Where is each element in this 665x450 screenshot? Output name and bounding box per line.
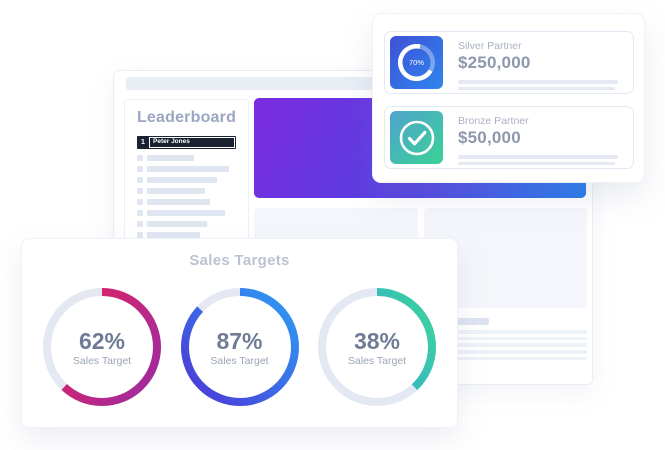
rank-placeholder <box>137 166 143 172</box>
donut-percent-value: 87% <box>216 327 263 354</box>
progress-percent: 70% <box>408 58 424 67</box>
sales-targets-card: Sales Targets 62% Sales Target 87% Sales T… <box>21 238 458 428</box>
leaderboard-row-placeholder <box>137 155 236 161</box>
rank-placeholder <box>137 155 143 161</box>
bronze-check-tile <box>390 111 443 164</box>
partner-text-block: Bronze Partner $50,000 <box>458 115 621 165</box>
text-line-placeholder <box>424 330 587 334</box>
partner-item-silver[interactable]: 70% Silver Partner $250,000 <box>384 31 634 94</box>
donut-ring-svg <box>318 288 436 406</box>
name-placeholder <box>147 177 217 183</box>
progress-donut-icon: 70% <box>398 44 435 81</box>
sales-target-donut-2: 87% Sales Target <box>180 288 299 406</box>
leaderboard-row-placeholder <box>137 177 236 183</box>
leaderboard-row-placeholder <box>137 188 236 194</box>
name-placeholder <box>147 199 210 205</box>
sales-target-donut-3: 38% Sales Target <box>318 288 436 406</box>
donut-ring-svg <box>180 288 299 406</box>
rank-placeholder <box>137 210 143 216</box>
donut-label: Sales Target <box>347 354 407 367</box>
text-line-placeholder <box>424 343 587 347</box>
line-placeholder <box>458 86 615 90</box>
leaderboard-row-placeholder <box>137 232 236 238</box>
leaderboard-row-placeholder <box>137 221 236 227</box>
rank-placeholder <box>137 188 143 194</box>
line-placeholder <box>458 155 618 159</box>
donut-center-text: 62% Sales Target <box>43 288 161 406</box>
name-placeholder <box>147 155 194 161</box>
leaderboard-name: Peter Jones <box>149 137 235 148</box>
name-placeholder <box>147 210 225 216</box>
partner-item-bronze[interactable]: Bronze Partner $50,000 <box>384 106 634 169</box>
donut-label: Sales Target <box>210 354 269 367</box>
donut-percent-value: 62% <box>78 327 126 354</box>
donut-center-text: 87% Sales Target <box>181 288 299 406</box>
name-placeholder <box>147 166 229 172</box>
leaderboard-title: Leaderboard <box>136 109 237 126</box>
partner-amount: $250,000 <box>458 53 531 72</box>
line-placeholder <box>458 161 615 165</box>
text-line-placeholder <box>424 336 587 341</box>
text-lines-placeholder <box>424 330 587 363</box>
name-placeholder <box>147 221 207 227</box>
donut-label: Sales Target <box>72 354 132 367</box>
text-line-placeholder <box>424 356 587 361</box>
donut-center-text: 38% Sales Target <box>318 288 436 406</box>
sales-target-donut-1: 62% Sales Target <box>43 288 161 406</box>
sales-targets-title: Sales Targets <box>189 252 290 269</box>
partner-text-block: Silver Partner $250,000 <box>458 40 621 90</box>
check-circle-icon <box>399 120 434 155</box>
silver-progress-tile: 70% <box>390 36 443 89</box>
partner-amount: $50,000 <box>458 128 521 147</box>
mini-donut-svg <box>398 44 435 81</box>
donut-percent-value: 38% <box>353 327 401 354</box>
name-placeholder <box>147 232 200 238</box>
rank-placeholder <box>137 199 143 205</box>
partner-tiers-card: 70% Silver Partner $250,000 Bronze Partn… <box>372 13 645 183</box>
text-line-placeholder <box>424 350 587 354</box>
rank-placeholder <box>137 232 143 238</box>
partner-label: Silver Partner <box>458 40 522 52</box>
leaderboard-row-placeholder <box>137 166 236 172</box>
rank-placeholder <box>137 221 143 227</box>
partner-label: Bronze Partner <box>458 115 529 127</box>
leaderboard-rank: 1 <box>141 139 145 146</box>
leaderboard-row-placeholder <box>137 199 236 205</box>
leaderboard-top-entry[interactable]: 1 Peter Jones <box>137 136 236 149</box>
leaderboard-row-placeholder <box>137 210 236 216</box>
line-placeholder <box>458 80 618 84</box>
rank-placeholder <box>137 177 143 183</box>
donut-ring-svg <box>43 288 161 406</box>
name-placeholder <box>147 188 205 194</box>
sales-donut-row: 62% Sales Target 87% Sales Target 38% Sales… <box>22 288 457 406</box>
